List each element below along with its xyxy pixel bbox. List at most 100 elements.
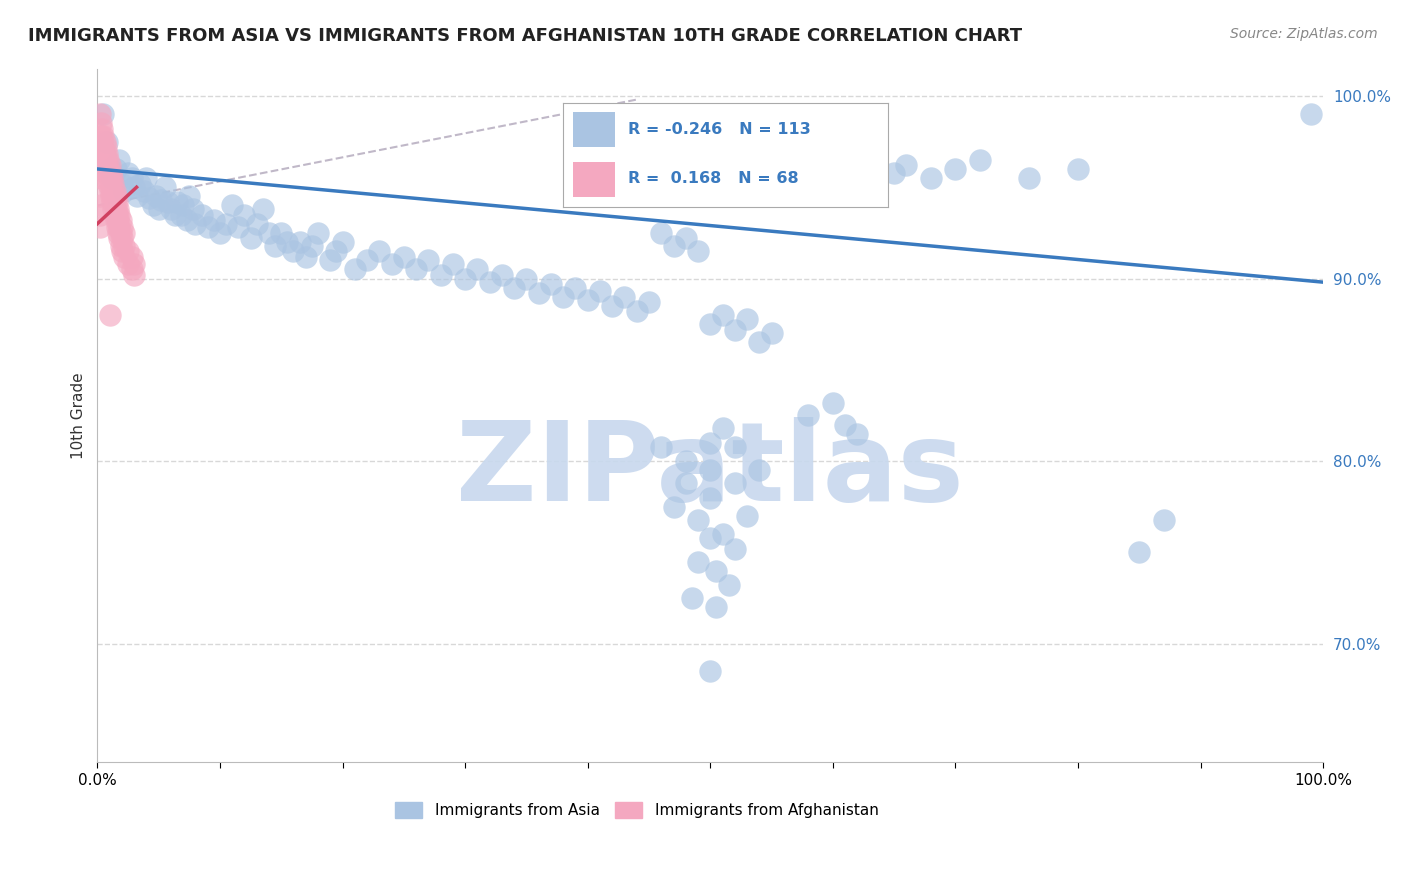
Point xyxy=(107,213,129,227)
Point xyxy=(969,153,991,167)
Point xyxy=(101,171,124,186)
Point xyxy=(257,226,280,240)
Point xyxy=(101,171,124,186)
Point xyxy=(104,213,127,227)
Point xyxy=(675,454,697,468)
Point xyxy=(202,213,225,227)
Point xyxy=(117,244,139,259)
Point xyxy=(98,184,121,198)
Point xyxy=(190,208,212,222)
Point xyxy=(105,208,128,222)
Point xyxy=(103,202,125,216)
Point xyxy=(96,135,118,149)
Point xyxy=(96,147,118,161)
Point xyxy=(110,226,132,240)
Point xyxy=(564,280,586,294)
Point xyxy=(686,555,709,569)
Point xyxy=(148,202,170,216)
Point xyxy=(91,135,114,149)
Point xyxy=(467,262,489,277)
Y-axis label: 10th Grade: 10th Grade xyxy=(72,372,86,458)
Point xyxy=(93,129,115,144)
Point xyxy=(699,664,721,678)
Point xyxy=(527,286,550,301)
Point xyxy=(103,194,125,209)
Point xyxy=(111,231,134,245)
Point xyxy=(108,220,131,235)
Point xyxy=(176,213,198,227)
Point xyxy=(252,202,274,216)
Point xyxy=(270,226,292,240)
Point xyxy=(208,226,231,240)
Point xyxy=(239,231,262,245)
Text: ZIPatlas: ZIPatlas xyxy=(457,417,965,524)
Point xyxy=(94,140,117,154)
Point xyxy=(576,293,599,308)
Point xyxy=(110,238,132,252)
Point xyxy=(429,268,451,282)
Point xyxy=(1299,107,1322,121)
Text: IMMIGRANTS FROM ASIA VS IMMIGRANTS FROM AFGHANISTAN 10TH GRADE CORRELATION CHART: IMMIGRANTS FROM ASIA VS IMMIGRANTS FROM … xyxy=(28,27,1022,45)
Point xyxy=(163,208,186,222)
Point xyxy=(699,463,721,477)
Point xyxy=(104,161,127,176)
Point xyxy=(138,191,160,205)
Point xyxy=(264,238,287,252)
Point xyxy=(675,476,697,491)
Point xyxy=(100,166,122,180)
Point xyxy=(706,600,728,615)
Point xyxy=(166,194,188,209)
Point xyxy=(319,253,342,268)
Point xyxy=(97,166,120,180)
Point xyxy=(94,166,117,180)
Point xyxy=(89,220,111,235)
Point xyxy=(724,476,747,491)
Point xyxy=(179,189,201,203)
Point xyxy=(491,268,513,282)
Point xyxy=(93,153,115,167)
Point xyxy=(104,202,127,216)
Point xyxy=(711,421,734,435)
Point xyxy=(172,198,194,212)
Point xyxy=(93,147,115,161)
Point xyxy=(724,323,747,337)
Point xyxy=(107,226,129,240)
Point xyxy=(90,116,112,130)
Point xyxy=(121,171,143,186)
Point xyxy=(478,275,501,289)
Point xyxy=(105,220,128,235)
Point xyxy=(103,184,125,198)
Point xyxy=(145,189,167,203)
Point xyxy=(228,220,250,235)
Point xyxy=(675,231,697,245)
Point xyxy=(170,208,193,222)
Point xyxy=(332,235,354,249)
Point xyxy=(98,158,121,172)
Point xyxy=(197,220,219,235)
Point xyxy=(662,500,685,514)
Point xyxy=(90,161,112,176)
Point xyxy=(215,217,238,231)
Point xyxy=(441,257,464,271)
Point xyxy=(121,262,143,277)
Point xyxy=(93,107,115,121)
Point xyxy=(896,158,918,172)
Point xyxy=(181,202,204,216)
Point xyxy=(589,285,612,299)
Point xyxy=(96,158,118,172)
Point xyxy=(724,440,747,454)
Point xyxy=(91,121,114,136)
Point xyxy=(101,184,124,198)
Point xyxy=(699,317,721,331)
Point xyxy=(233,208,256,222)
Point xyxy=(100,177,122,191)
Point xyxy=(735,508,758,523)
Point xyxy=(111,220,134,235)
Point xyxy=(699,491,721,505)
Point xyxy=(112,184,135,198)
Point xyxy=(381,257,404,271)
Point xyxy=(157,194,180,209)
Point xyxy=(132,184,155,198)
Point xyxy=(686,244,709,259)
Point xyxy=(89,107,111,121)
